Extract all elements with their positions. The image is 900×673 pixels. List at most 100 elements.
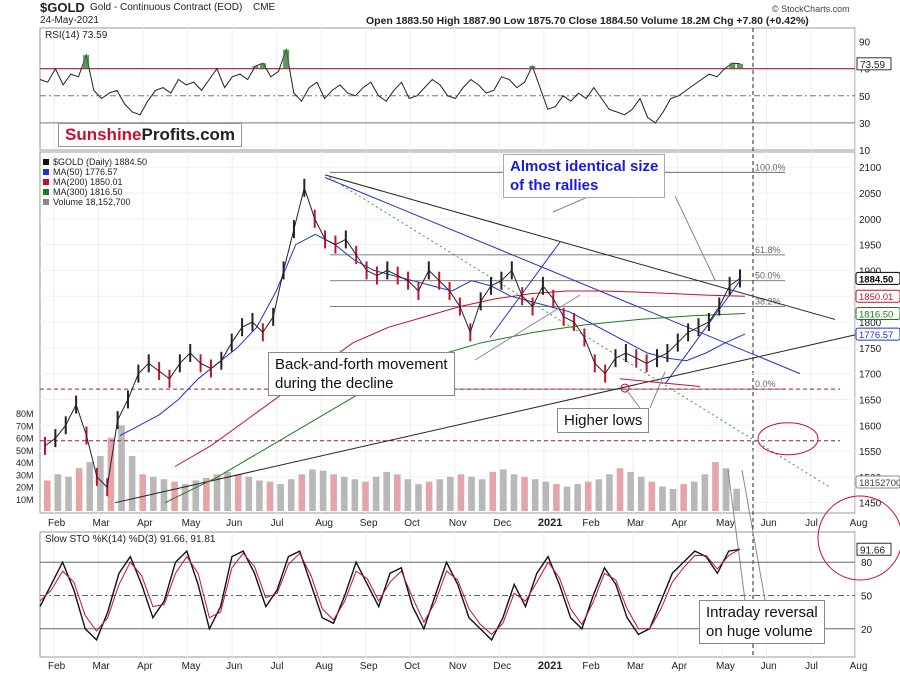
volume-bar <box>659 486 666 511</box>
price-tag-label: 1776.57 <box>859 330 893 341</box>
volume-bar <box>584 481 592 511</box>
volume-bar <box>171 481 178 511</box>
legend-entry: Volume 18,152,700 <box>53 197 131 207</box>
price-tag-box <box>855 289 900 303</box>
x-tick-label: Sep <box>360 518 378 529</box>
annotation-higher-lows-text: Higher lows <box>564 412 643 429</box>
annotation-rallies-line-2: of the rallies <box>510 177 599 194</box>
x-tick-label: Jun <box>226 518 242 529</box>
x-tick-label-bottom: Sep <box>360 661 378 672</box>
target-circle-large <box>817 495 900 581</box>
price-tag-label: 1816.50 <box>859 309 893 320</box>
chart-symbol: $GOLD <box>40 0 85 15</box>
x-tick-label-bottom: May <box>182 661 201 672</box>
copyright-label: © StockCharts.com <box>772 4 850 14</box>
low-marker <box>620 383 630 393</box>
x-tick-label: Dec <box>493 518 511 529</box>
x-tick-label: Mar <box>627 518 645 529</box>
rsi-overbought-fill <box>252 65 259 69</box>
pointer-reversal-2 <box>741 469 766 601</box>
volume-bar <box>160 479 168 511</box>
chart-exchange: CME <box>253 2 276 13</box>
price-tick-label: 1650 <box>859 395 882 406</box>
x-tick-label: Oct <box>404 518 420 529</box>
rsi-tick-label: 30 <box>859 119 871 130</box>
price-tick-label: 1900 <box>859 266 882 277</box>
rsi-tick-label: 90 <box>859 38 871 49</box>
price-tick-label: 2050 <box>859 189 882 200</box>
volume-bar <box>563 486 571 511</box>
rally-1-line <box>489 241 561 338</box>
rsi-overbought-fill <box>260 63 267 69</box>
legend-swatch <box>43 159 49 165</box>
ma-line-MA300 <box>164 313 746 504</box>
x-tick-label-bottom: Jun <box>761 661 777 672</box>
volume-bar <box>44 480 51 511</box>
legend-entry: $GOLD (Daily) 1884.50 <box>53 157 147 167</box>
x-tick-label: May <box>716 518 735 529</box>
volume-bar <box>531 479 539 511</box>
rsi-overbought-fill <box>737 63 743 69</box>
volume-bar <box>500 469 507 511</box>
x-tick-label-bottom: Aug <box>850 661 868 672</box>
volume-bar <box>447 476 454 511</box>
chart-date: 24-May-2021 <box>40 15 99 26</box>
volume-bar <box>266 481 274 511</box>
volume-bar <box>118 425 125 511</box>
volume-bar <box>203 478 210 511</box>
volume-bar <box>192 480 200 511</box>
volume-bar <box>595 479 603 511</box>
price-line <box>44 186 741 489</box>
downtrend-line <box>324 174 836 320</box>
volume-bar <box>181 484 189 511</box>
volume-bar <box>287 479 295 511</box>
volume-bar <box>478 479 486 511</box>
sto-line-pct-D <box>39 548 741 636</box>
legend-swatch <box>43 199 49 205</box>
x-tick-label-bottom: Mar <box>93 661 111 672</box>
volume-tick-label: 80M <box>16 409 34 419</box>
price-tag-box <box>855 306 900 320</box>
volume-bar <box>362 481 369 511</box>
brand-part-2: Profits.com <box>141 125 236 144</box>
volume-bar <box>383 471 390 511</box>
annotation-rallies-line-1: Almost identical size <box>510 158 659 175</box>
price-tag-label: 1850.01 <box>859 292 893 303</box>
pane-frame-rsi <box>39 27 856 151</box>
x-tick-label: 2021 <box>538 517 562 529</box>
volume-bar <box>701 474 709 511</box>
volume-bar <box>690 481 698 511</box>
pointer-rallies-2 <box>674 195 716 281</box>
volume-tick-label: 20M <box>16 483 34 493</box>
volume-bar <box>139 474 147 511</box>
volume-bar <box>712 462 719 511</box>
sto-line-pct-K <box>39 548 741 642</box>
fib-level-label: 61.8% <box>755 245 781 255</box>
x-tick-label-bottom: Oct <box>404 661 420 672</box>
volume-bar <box>457 474 465 511</box>
price-tag-box <box>855 475 900 489</box>
pane-frame-sto <box>39 531 856 658</box>
x-tick-label-bottom: Dec <box>493 661 511 672</box>
volume-bar <box>627 471 634 511</box>
volume-tick-label: 40M <box>16 458 34 468</box>
volume-bar <box>510 474 518 511</box>
annotation-higher-lows: Higher lows <box>557 408 650 433</box>
volume-bar <box>394 474 401 511</box>
price-tick-label: 1750 <box>859 344 882 355</box>
volume-tick-label: 50M <box>16 446 34 456</box>
pointer-reversal-1 <box>727 469 746 601</box>
volume-bar <box>86 462 94 511</box>
volume-bar <box>277 484 284 511</box>
price-tag-label: 18152700 <box>859 478 900 489</box>
price-tick-label: 1800 <box>859 318 882 329</box>
volume-bar <box>54 474 62 511</box>
x-tick-label: Feb <box>582 518 600 529</box>
annotation-reversal-line-1: Intraday reversal <box>706 604 818 621</box>
price-tick-label: 1550 <box>859 447 882 458</box>
legend-swatch <box>43 179 49 185</box>
volume-bar <box>521 476 528 511</box>
volume-tick-label: 70M <box>16 421 34 431</box>
volume-bar <box>298 474 306 511</box>
